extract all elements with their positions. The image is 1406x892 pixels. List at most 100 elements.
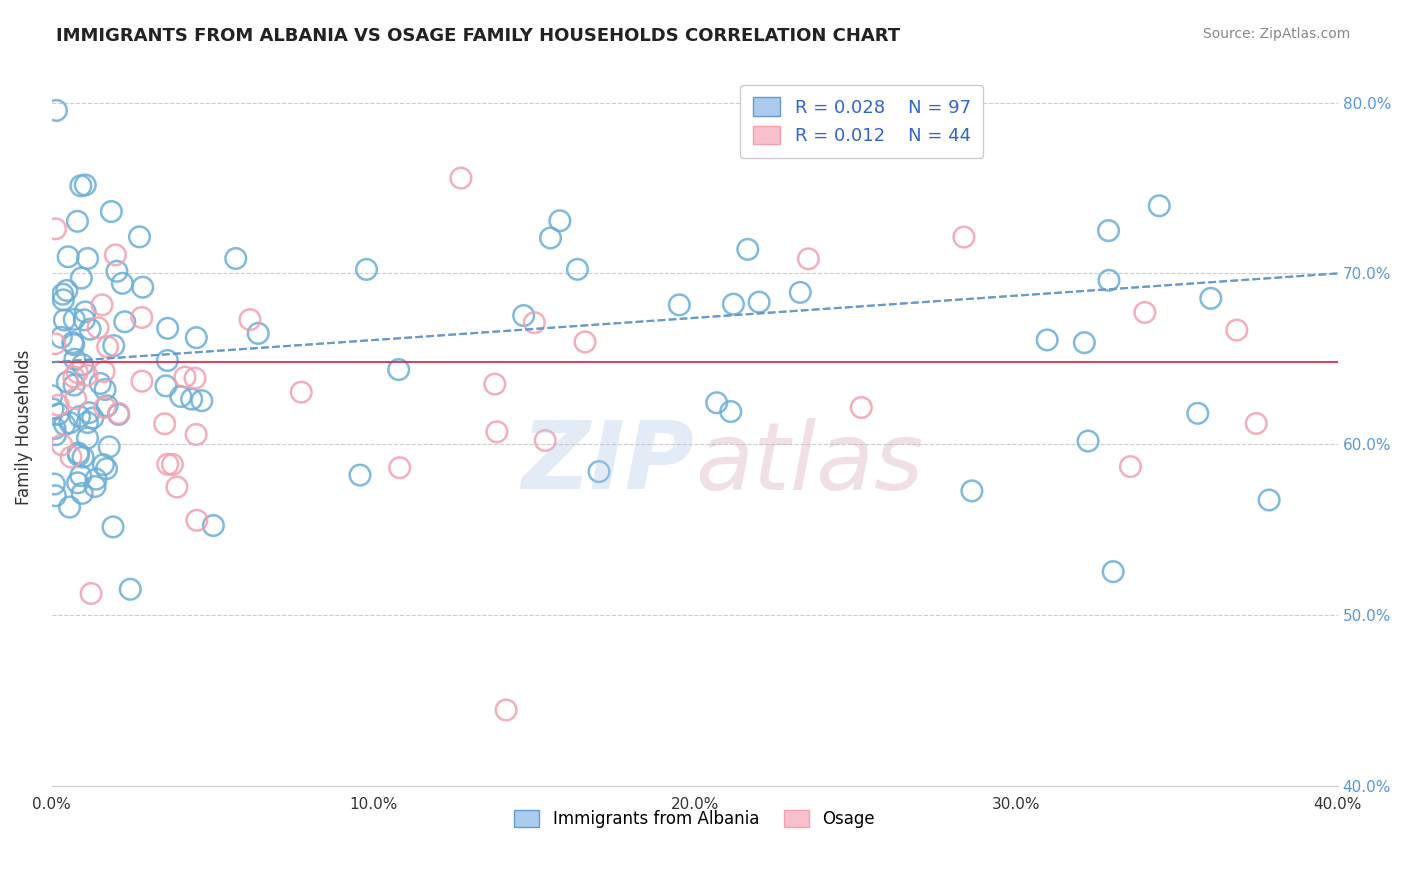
- Point: [588, 465, 610, 479]
- Point: [59, 450, 82, 464]
- Point: [156, 457, 179, 471]
- Point: [66, 475, 89, 490]
- Point: [80, 586, 103, 600]
- Point: [66, 214, 89, 228]
- Point: [574, 334, 596, 349]
- Point: [485, 425, 508, 439]
- Point: [495, 703, 517, 717]
- Point: [93, 458, 115, 472]
- Point: [62, 369, 84, 384]
- Point: [548, 213, 571, 227]
- Point: [131, 374, 153, 388]
- Point: [44, 336, 66, 351]
- Point: [87, 320, 110, 334]
- Point: [1073, 335, 1095, 350]
- Point: [70, 271, 93, 285]
- Point: [73, 313, 96, 327]
- Point: [128, 230, 150, 244]
- Point: [720, 404, 742, 418]
- Point: [174, 370, 197, 384]
- Text: Source: ZipAtlas.com: Source: ZipAtlas.com: [1202, 27, 1350, 41]
- Legend: Immigrants from Albania, Osage: Immigrants from Albania, Osage: [508, 804, 882, 835]
- Point: [51, 438, 73, 452]
- Point: [349, 468, 371, 483]
- Point: [1133, 305, 1156, 319]
- Text: atlas: atlas: [695, 417, 922, 508]
- Point: [723, 297, 745, 311]
- Point: [706, 396, 728, 410]
- Point: [107, 406, 129, 420]
- Point: [63, 312, 86, 326]
- Point: [62, 335, 84, 350]
- Point: [98, 440, 121, 454]
- Point: [103, 338, 125, 352]
- Point: [960, 483, 983, 498]
- Point: [76, 431, 98, 445]
- Point: [290, 385, 312, 400]
- Point: [94, 383, 117, 397]
- Point: [239, 312, 262, 326]
- Point: [450, 171, 472, 186]
- Point: [356, 262, 378, 277]
- Point: [96, 399, 118, 413]
- Point: [56, 284, 79, 298]
- Point: [45, 103, 67, 118]
- Text: ZIP: ZIP: [522, 417, 695, 509]
- Point: [79, 322, 101, 336]
- Point: [52, 293, 75, 307]
- Point: [114, 315, 136, 329]
- Point: [1077, 434, 1099, 448]
- Point: [41, 389, 63, 403]
- Point: [52, 287, 75, 301]
- Point: [1036, 333, 1059, 347]
- Point: [132, 280, 155, 294]
- Point: [75, 178, 97, 192]
- Point: [76, 416, 98, 430]
- Point: [120, 582, 142, 597]
- Point: [748, 295, 770, 310]
- Point: [162, 458, 184, 472]
- Point: [1149, 199, 1171, 213]
- Point: [1244, 417, 1267, 431]
- Point: [51, 330, 73, 344]
- Point: [484, 377, 506, 392]
- Point: [44, 477, 66, 491]
- Point: [1097, 224, 1119, 238]
- Point: [105, 264, 128, 278]
- Point: [1119, 459, 1142, 474]
- Point: [1199, 291, 1222, 305]
- Point: [69, 178, 91, 193]
- Point: [156, 353, 179, 368]
- Point: [94, 401, 117, 415]
- Point: [186, 513, 208, 527]
- Point: [170, 389, 193, 403]
- Point: [523, 316, 546, 330]
- Point: [67, 446, 90, 460]
- Point: [111, 277, 134, 291]
- Point: [53, 417, 76, 432]
- Point: [82, 411, 104, 425]
- Point: [59, 416, 82, 430]
- Point: [65, 392, 87, 406]
- Point: [58, 500, 80, 514]
- Point: [184, 371, 207, 385]
- Point: [48, 407, 70, 421]
- Point: [62, 337, 84, 351]
- Point: [191, 393, 214, 408]
- Point: [56, 250, 79, 264]
- Point: [42, 402, 65, 417]
- Point: [44, 421, 66, 435]
- Point: [70, 486, 93, 500]
- Point: [789, 285, 811, 300]
- Point: [512, 309, 534, 323]
- Point: [388, 362, 411, 376]
- Point: [1226, 323, 1249, 337]
- Point: [53, 313, 76, 327]
- Point: [184, 427, 207, 442]
- Point: [91, 298, 114, 312]
- Point: [72, 358, 94, 372]
- Point: [851, 401, 873, 415]
- Point: [247, 326, 270, 341]
- Point: [534, 434, 557, 448]
- Point: [97, 340, 120, 354]
